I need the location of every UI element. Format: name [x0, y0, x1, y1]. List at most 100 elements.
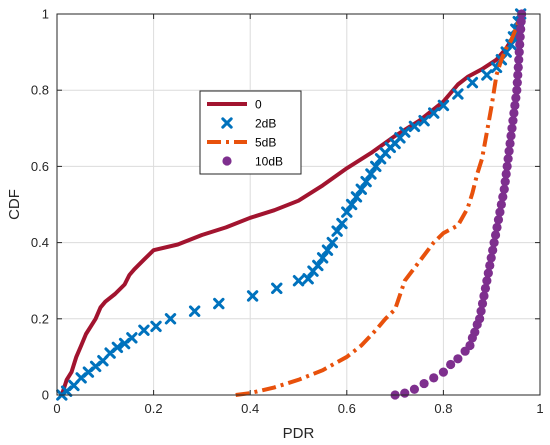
data-point [510, 100, 520, 111]
legend-label: 10dB [255, 155, 283, 169]
data-point [495, 207, 505, 217]
data-point [485, 260, 495, 271]
data-point [409, 384, 420, 394]
data-point [512, 85, 522, 95]
data-point [476, 306, 486, 316]
axis-ticks: 0 0.2 0.4 0.6 0.8 1 0 0.2 0.4 0.6 0.8 1 [31, 7, 544, 417]
data-point [504, 146, 514, 156]
data-point [418, 114, 430, 127]
y-tick-label: 0.6 [31, 159, 49, 174]
data-point [514, 47, 524, 57]
data-point [475, 314, 485, 324]
y-tick-label: 0.8 [31, 83, 49, 98]
data-point [482, 276, 492, 286]
data-point [509, 108, 519, 118]
y-axis-title: CDF [6, 189, 23, 220]
data-point [138, 324, 150, 336]
data-point [428, 107, 440, 119]
data-point [501, 169, 511, 179]
data-point [505, 138, 515, 149]
data-point [486, 253, 496, 263]
plot-area-background [57, 14, 540, 395]
y-tick-label: 0 [42, 388, 49, 403]
data-point [515, 32, 525, 42]
y-tick-label: 0.4 [31, 235, 49, 250]
data-point [516, 24, 526, 34]
data-point [331, 225, 343, 237]
data-point [399, 126, 411, 138]
data-point [500, 177, 510, 187]
y-tick-label: 1 [42, 7, 49, 22]
plot-frame [56, 13, 541, 396]
data-point [479, 291, 489, 301]
data-point [336, 217, 348, 230]
data-point [515, 39, 525, 50]
data-point [188, 305, 201, 317]
legend-swatch [221, 117, 233, 129]
data-point [355, 183, 367, 195]
data-point [419, 378, 429, 389]
x-tick-label: 0.2 [145, 401, 163, 416]
data-point [496, 199, 506, 210]
data-point [271, 282, 283, 295]
data-point [111, 341, 124, 354]
data-point [477, 298, 488, 309]
data-point [150, 320, 162, 333]
data-point [316, 252, 329, 264]
data-point [126, 332, 138, 344]
data-point [437, 99, 450, 112]
y-tick-label: 0.2 [31, 311, 49, 326]
legend-swatch [222, 156, 232, 166]
data-point [493, 215, 504, 225]
data-point [326, 236, 339, 249]
data-point [246, 290, 259, 302]
x-axis-title: PDR [283, 425, 315, 442]
series-0 [59, 12, 523, 397]
data-point [438, 367, 448, 377]
data-point [489, 238, 499, 248]
legend-item-5db: 5dB [207, 136, 276, 150]
data-point [429, 373, 439, 383]
data-point [350, 191, 363, 203]
data-point [466, 76, 479, 89]
data-point [481, 69, 493, 81]
data-point [507, 123, 517, 133]
data-point [345, 198, 358, 211]
data-point [488, 245, 498, 255]
legend: 0 2dB 5dB 10dB [199, 90, 302, 175]
series-line [59, 12, 523, 397]
x-tick-label: 0 [53, 401, 60, 416]
data-point [453, 354, 463, 364]
data-point [341, 206, 353, 218]
data-point [321, 244, 334, 256]
legend-item-10db: 10dB [222, 155, 283, 169]
data-point [465, 340, 475, 351]
series-10db [390, 9, 527, 400]
legend-label: 0 [255, 98, 262, 112]
x-tick-label: 0.4 [241, 401, 259, 416]
data-point [513, 62, 523, 72]
data-point [360, 175, 372, 188]
data-point [512, 77, 522, 88]
data-point [508, 116, 518, 126]
data-point [213, 297, 225, 310]
data-point [400, 388, 410, 398]
legend-label: 2dB [255, 117, 276, 131]
data-point [506, 131, 516, 141]
series-layer [56, 8, 527, 401]
data-point [513, 70, 523, 80]
legend-item-0: 0 [207, 98, 262, 112]
data-point [499, 184, 509, 194]
data-point [470, 327, 480, 337]
data-point [516, 17, 526, 27]
data-point [408, 120, 421, 133]
data-point [514, 55, 524, 65]
data-point [480, 283, 491, 293]
data-point [365, 168, 377, 180]
data-point [483, 268, 493, 278]
x-tick-label: 1 [536, 401, 543, 416]
data-point [312, 259, 324, 272]
legend-label: 5dB [255, 136, 276, 150]
x-tick-label: 0.6 [338, 401, 356, 416]
data-point [502, 161, 512, 171]
